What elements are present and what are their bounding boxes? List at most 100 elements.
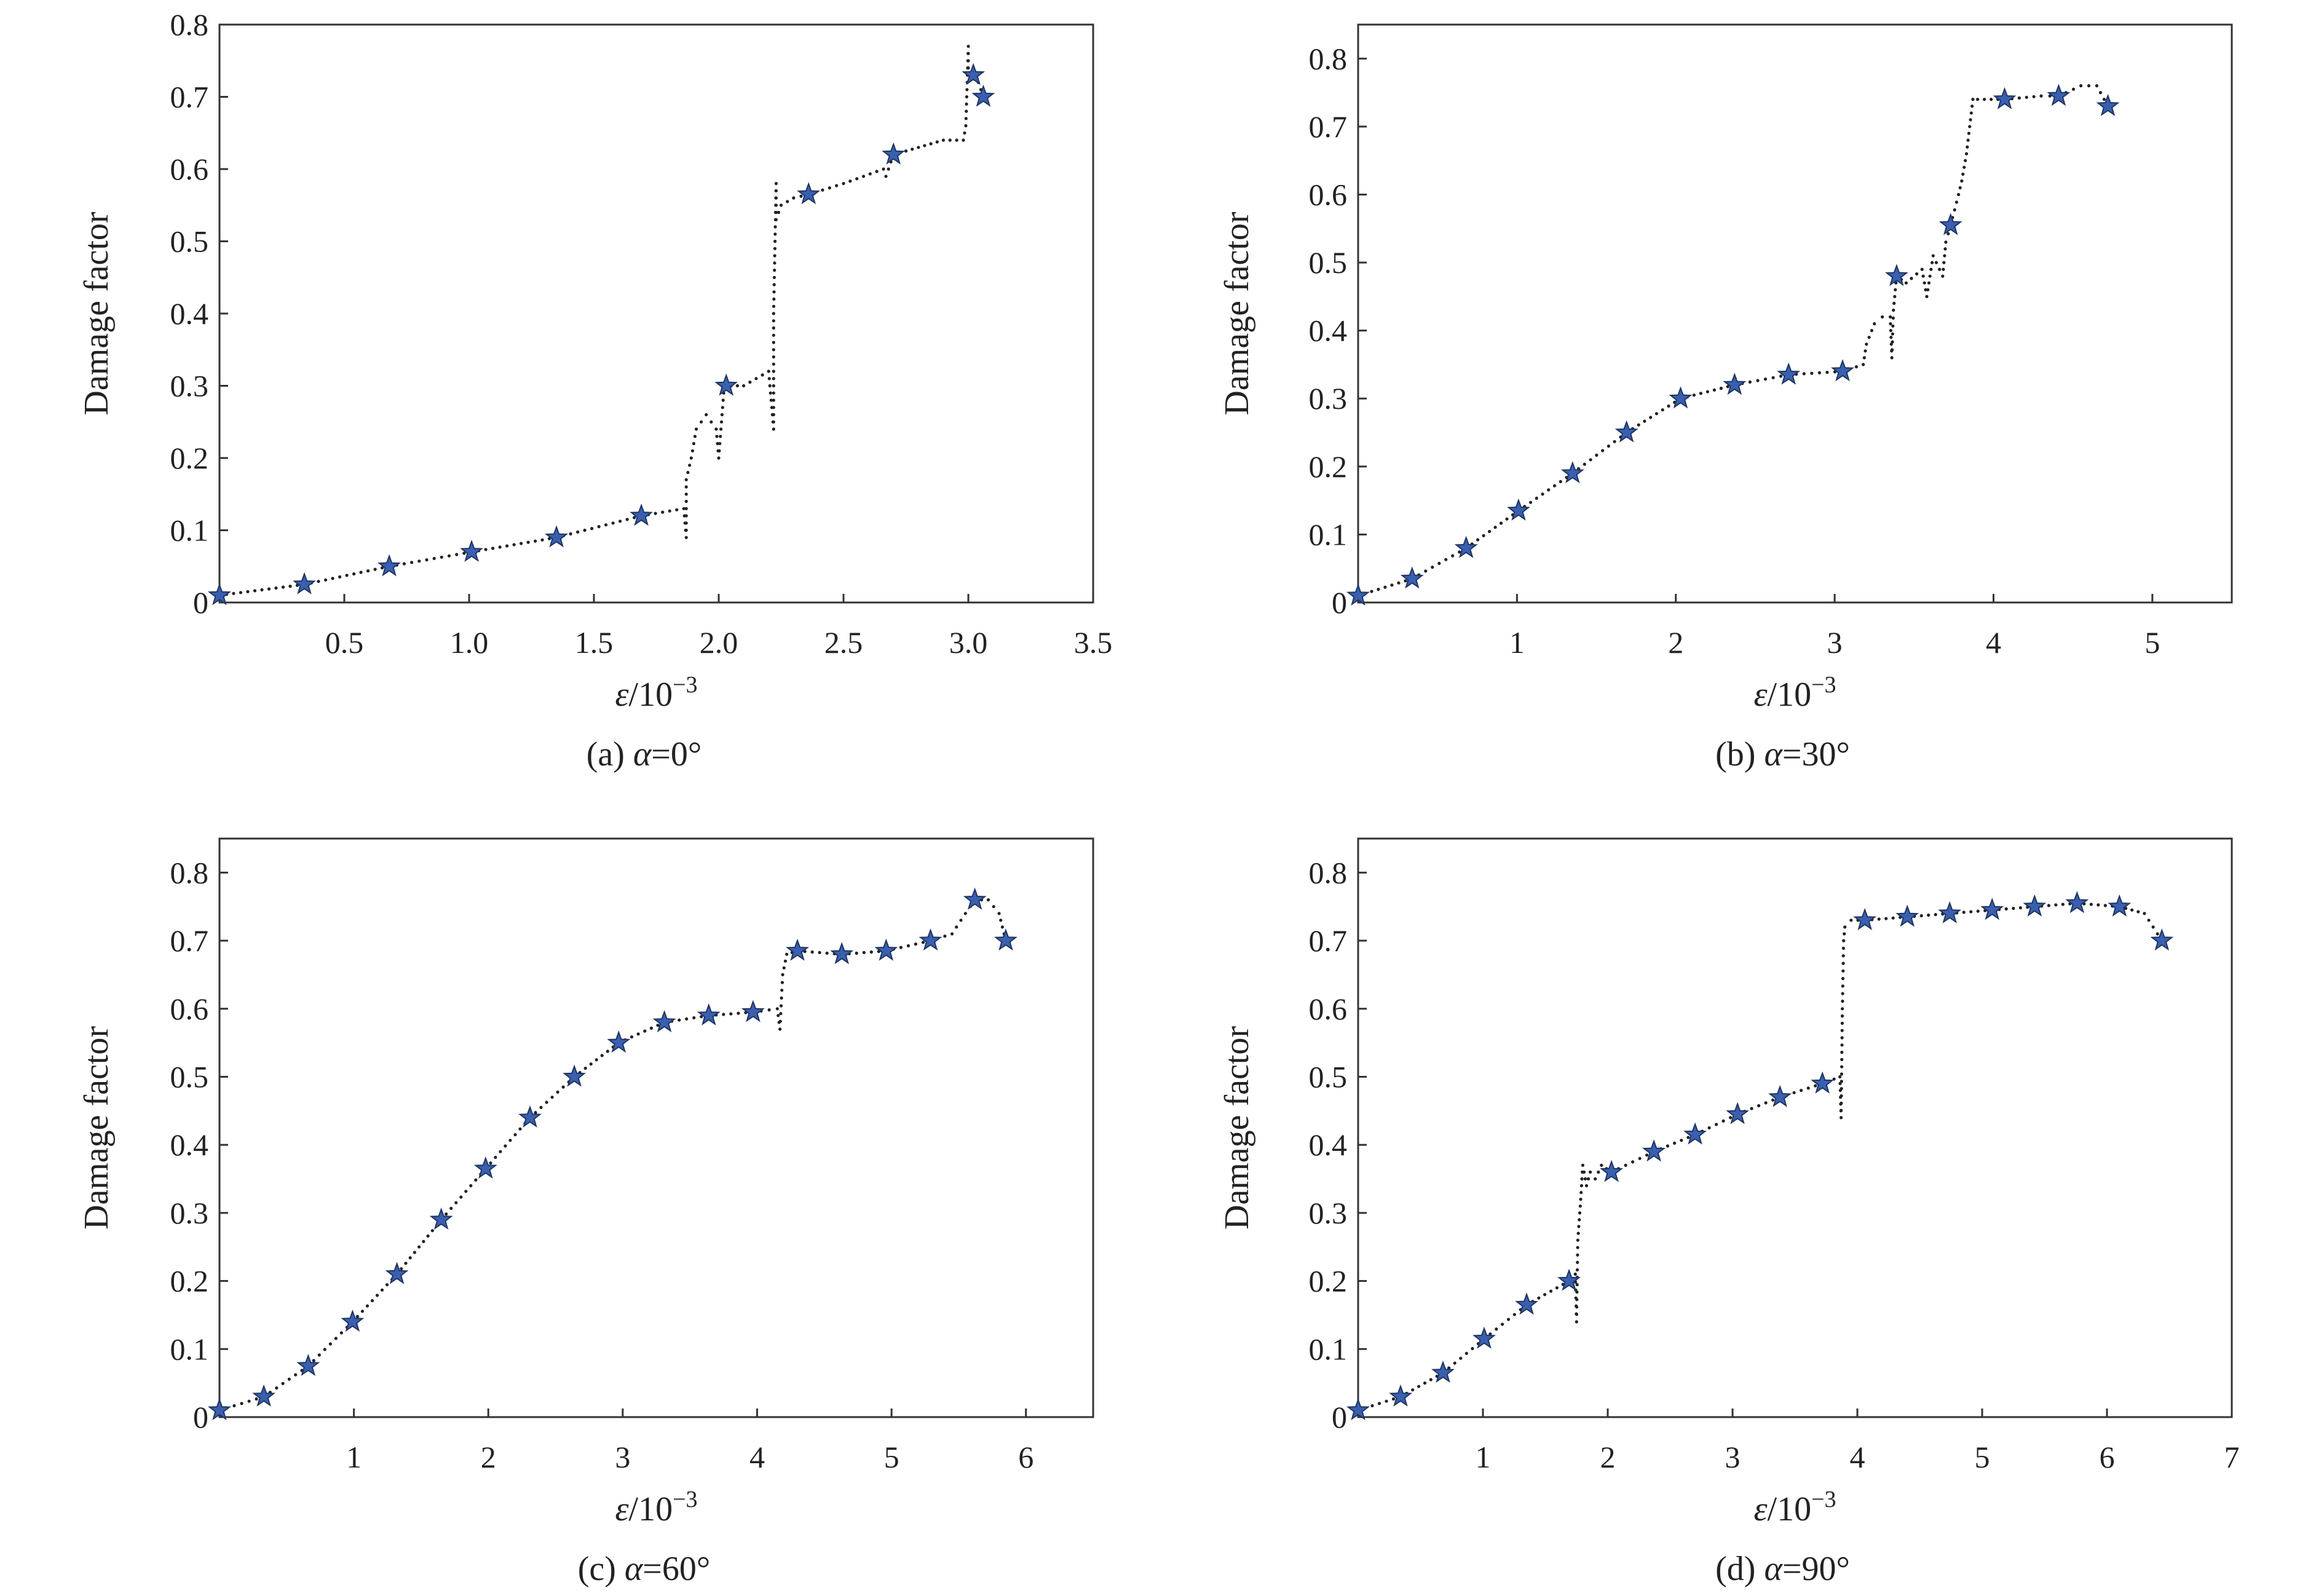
curve-dot xyxy=(499,1150,502,1153)
curve-dot xyxy=(772,290,776,294)
curve-dot xyxy=(720,413,724,417)
curve-dot xyxy=(366,569,370,573)
data-point-star xyxy=(2150,928,2174,951)
curve-dot xyxy=(1947,232,1950,235)
curve-dot xyxy=(1841,969,1845,973)
curve-dot xyxy=(518,1127,522,1131)
curve-dot xyxy=(1594,1177,1597,1181)
curve-dot xyxy=(1890,356,1894,360)
data-point-star xyxy=(293,572,316,595)
y-tick-label: 0.2 xyxy=(170,441,209,475)
curve-dot xyxy=(1983,98,1986,101)
curve-dot xyxy=(1840,1116,1843,1120)
y-tick-label: 0.8 xyxy=(170,855,209,890)
curve-dot xyxy=(540,538,544,542)
plot-frame xyxy=(1357,23,2233,604)
y-tick-label: 0.4 xyxy=(1309,1128,1348,1162)
y-tick-label: 0.8 xyxy=(1309,855,1348,890)
curve-dot xyxy=(425,558,429,562)
data-point-star xyxy=(341,1310,365,1332)
curve-dot xyxy=(512,543,516,547)
chart-panel-b: 0 0.1 0.2 0.3 0.4 0.5 0.6 0.7 0.8 1 2 3 4 5 ε/10−3 Dama… xyxy=(1218,23,2233,773)
x-axis-unit: /10 xyxy=(629,1490,673,1528)
curve-dot xyxy=(324,578,328,582)
curve-dot xyxy=(748,381,752,384)
curve-dot xyxy=(1555,1286,1559,1290)
curve-dot xyxy=(1589,1170,1592,1174)
curve-dot xyxy=(772,377,775,381)
curve-dot xyxy=(1817,371,1821,375)
curve-dot xyxy=(1969,910,1973,914)
curve-dot xyxy=(1613,440,1616,443)
curve-dot xyxy=(246,590,250,594)
curve-dot xyxy=(462,551,466,555)
curve-dot xyxy=(781,973,785,976)
curve-dot xyxy=(899,946,903,949)
curve-dot xyxy=(494,1155,497,1159)
x-tick-label: 3 xyxy=(1725,1440,1741,1474)
curve-dot xyxy=(721,398,725,402)
curve-dot xyxy=(1559,480,1562,484)
curve-dot xyxy=(861,175,866,178)
curve-dot xyxy=(1537,1296,1541,1300)
data-point-star xyxy=(1431,1361,1455,1383)
curve-dot xyxy=(966,66,970,70)
data-point-star xyxy=(1642,1139,1666,1162)
data-point-star xyxy=(1346,1397,1370,1421)
curve-dot xyxy=(668,509,671,513)
curve-dot xyxy=(1841,962,1845,965)
curve-dot xyxy=(964,117,968,120)
curve-dot xyxy=(2048,94,2052,98)
curve-dot xyxy=(317,1353,321,1357)
curve-dot xyxy=(1929,267,1933,271)
curve-dot xyxy=(963,131,966,135)
x-tick-label: 6 xyxy=(1018,1440,1034,1474)
curve-dot xyxy=(661,510,665,514)
y-tick-label: 0.7 xyxy=(170,923,209,958)
curve-dot xyxy=(965,109,968,113)
curve-dot xyxy=(1377,588,1380,591)
curve-dot xyxy=(534,539,537,543)
curve-dot xyxy=(1915,272,1919,276)
curve-dot xyxy=(929,142,933,146)
chart-panel-d: 0 0.1 0.2 0.3 0.4 0.5 0.6 0.7 0.8 1 2 3 4 5 6 7 ε/10−3 Da… xyxy=(1218,837,2240,1588)
curve-dot xyxy=(447,554,451,558)
curve-dot xyxy=(260,588,264,592)
curve-dot xyxy=(375,1294,379,1297)
curve-dot xyxy=(2079,84,2083,88)
curve-dot xyxy=(1873,322,1876,326)
curve-dot xyxy=(717,449,721,452)
data-point-star xyxy=(741,1000,765,1022)
curve-dot xyxy=(1549,1289,1553,1293)
caption-prefix: (c) xyxy=(578,1550,625,1588)
curve-dot xyxy=(255,1397,258,1401)
y-axis-label: Damage factor xyxy=(77,1026,116,1230)
curve-dot xyxy=(1506,1317,1511,1321)
curve-dot xyxy=(432,556,436,561)
curve-dot xyxy=(569,532,572,536)
curve-dot xyxy=(504,1144,507,1148)
curve-dot xyxy=(965,88,969,92)
curve-dot xyxy=(684,492,688,496)
curve-dot xyxy=(1390,583,1394,587)
curve-dot xyxy=(855,951,858,955)
x-axis-unit: /10 xyxy=(1768,676,1812,714)
curve-dot xyxy=(604,523,608,527)
curve-dot xyxy=(1968,125,1972,128)
curve-dot xyxy=(1583,1177,1587,1181)
data-point-star xyxy=(786,938,809,961)
curve-dot xyxy=(1705,390,1709,393)
curve-dot xyxy=(767,369,770,373)
y-tick-label: 0 xyxy=(193,585,208,620)
curve-dot xyxy=(821,188,824,192)
curve-dot xyxy=(1447,1366,1451,1370)
curve-dot xyxy=(402,562,406,566)
curve-dot xyxy=(247,1399,251,1403)
curve-dot xyxy=(359,571,363,574)
curve-dot xyxy=(935,140,939,144)
curve-dot xyxy=(773,254,777,258)
curve-dot xyxy=(1958,186,1962,189)
curve-dot xyxy=(835,184,839,188)
curve-dot xyxy=(887,167,890,171)
x-axis-exponent: −3 xyxy=(1811,672,1836,698)
